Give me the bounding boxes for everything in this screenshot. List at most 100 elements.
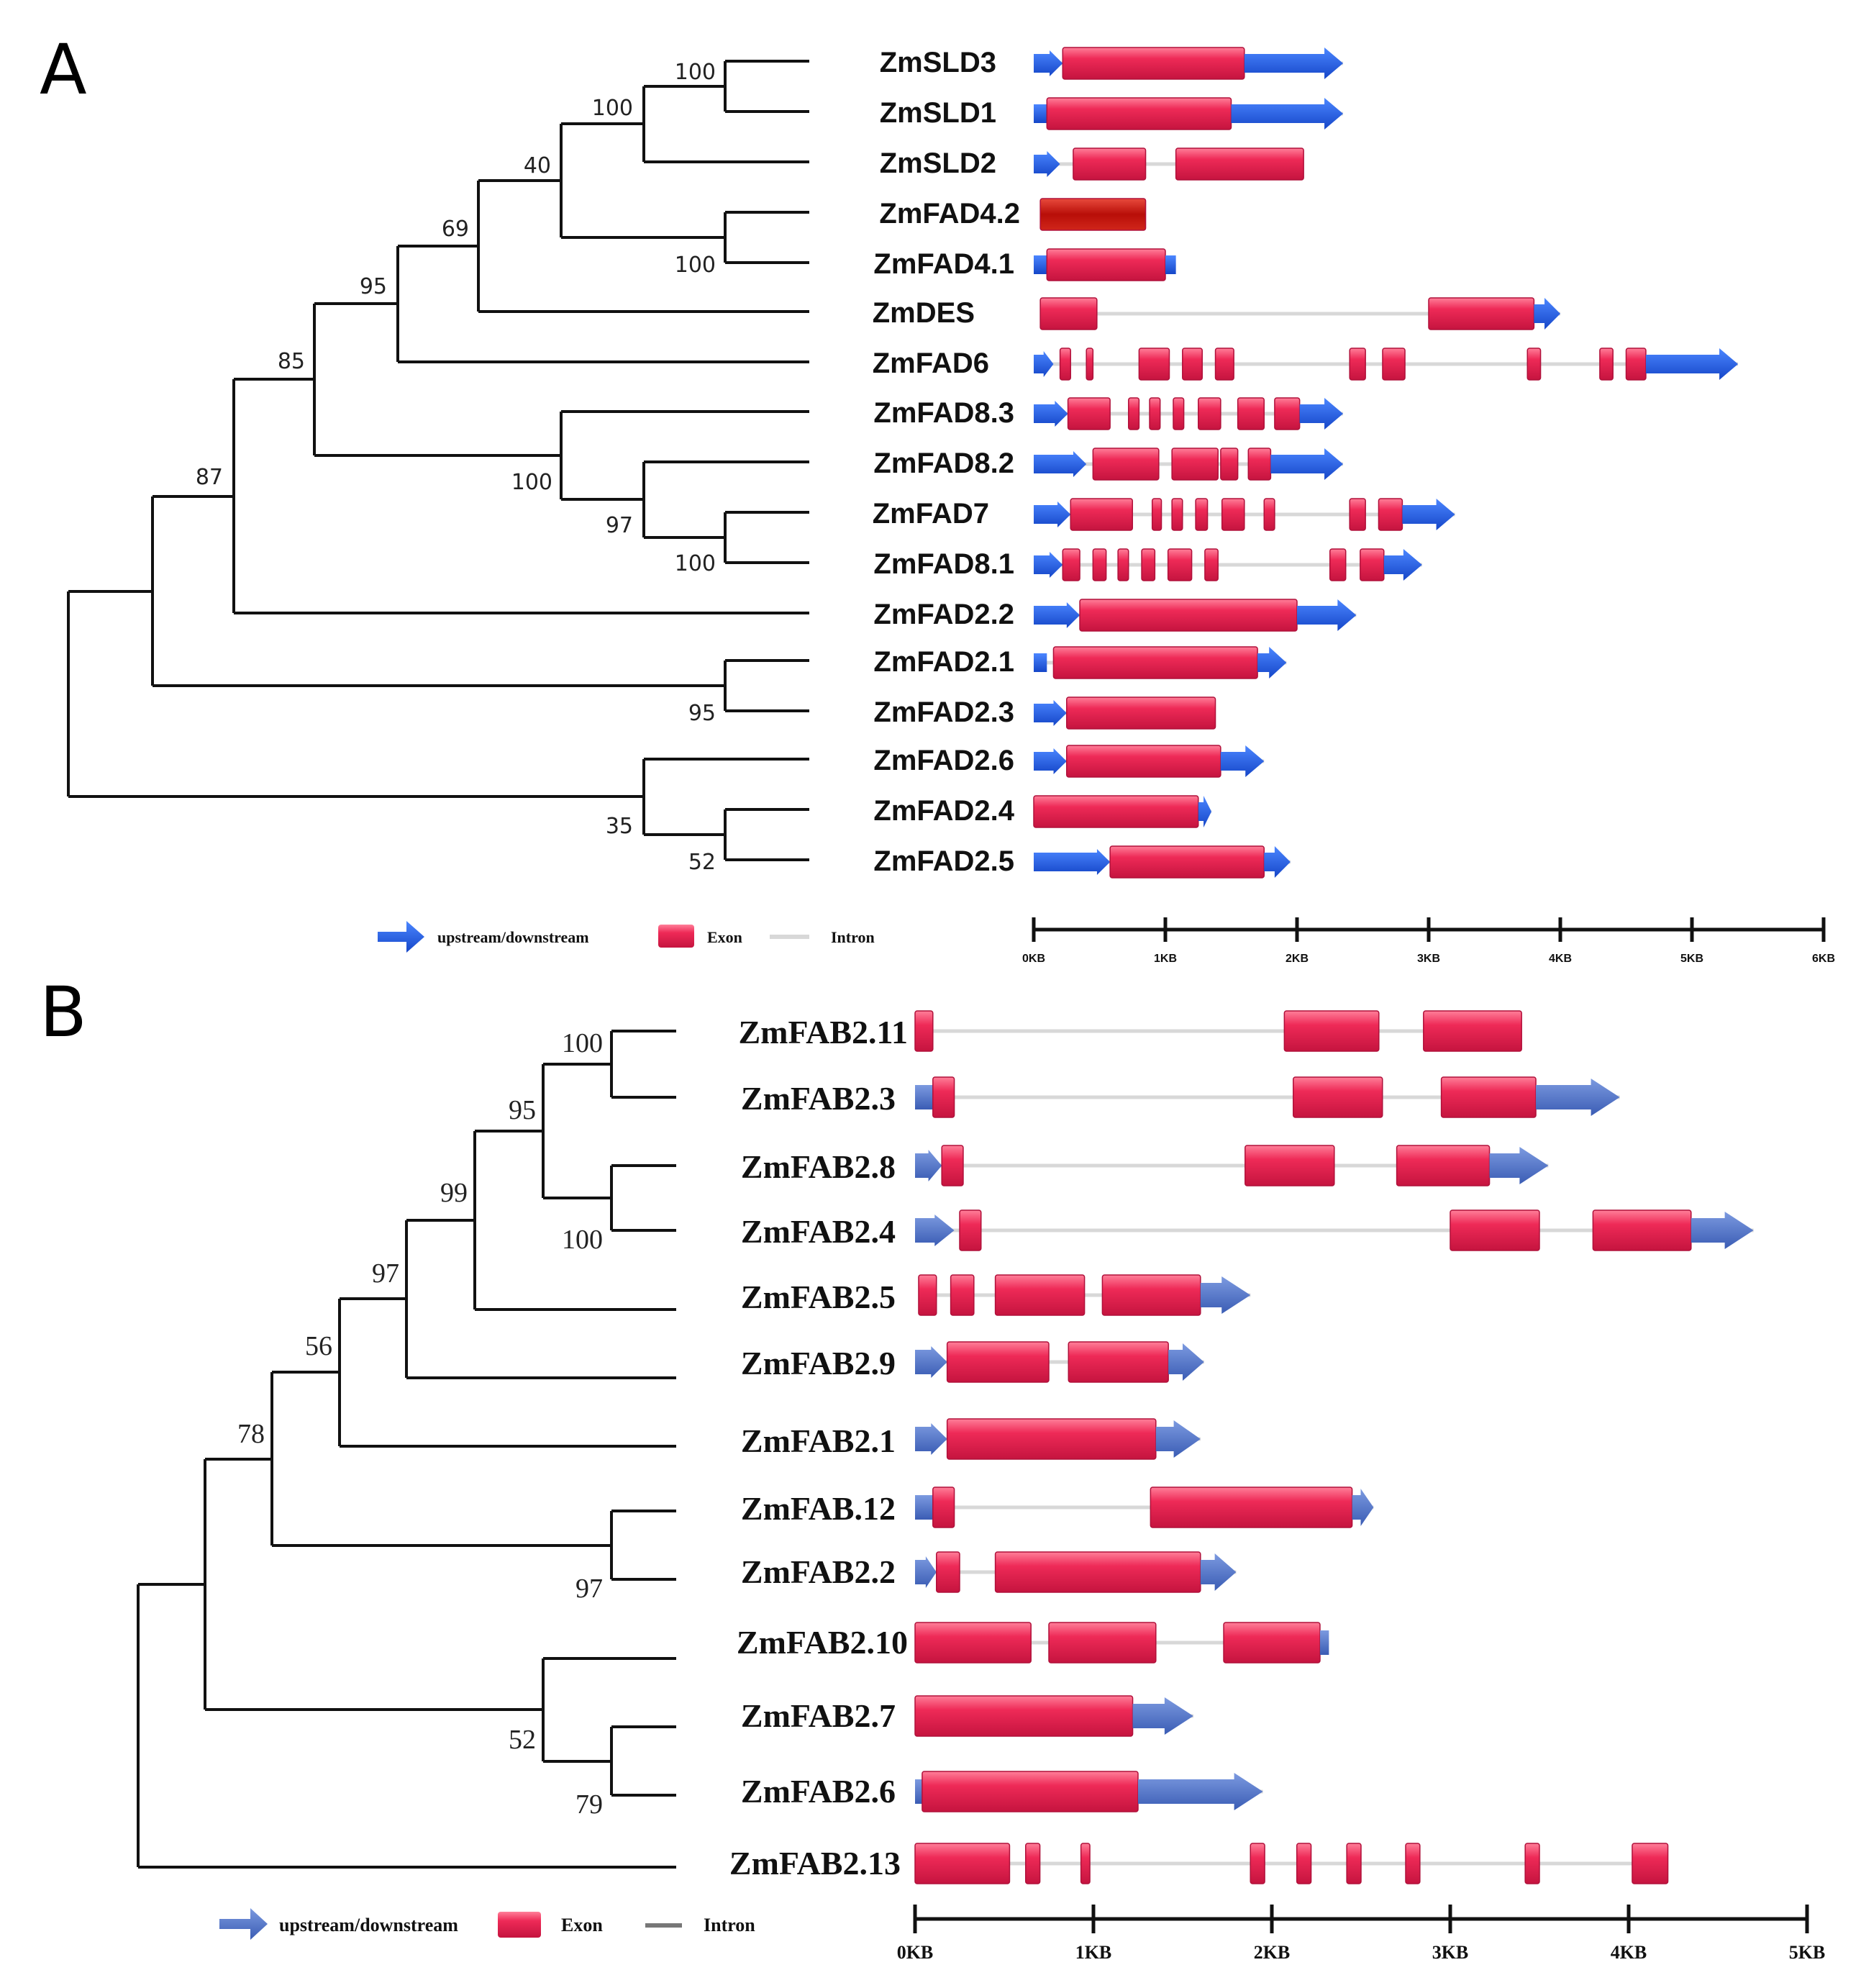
utr-arrow — [1645, 348, 1739, 380]
gene-label: ZmFAD2.3 — [873, 696, 1014, 728]
gene-label: ZmFAB2.2 — [741, 1553, 896, 1590]
exon-block — [1066, 696, 1216, 730]
exon-block — [1349, 348, 1366, 381]
legend-upstream-swatch — [378, 921, 424, 953]
gene-label: ZmFAD2.5 — [873, 845, 1014, 877]
exon-block — [1141, 548, 1156, 581]
scale-tick-label: 2KB — [1286, 953, 1309, 965]
utr-arrow — [1299, 398, 1344, 430]
gene-label: ZmFAD2.2 — [873, 599, 1014, 630]
branch-fad8-7-clade — [560, 410, 809, 501]
exon-block — [1198, 397, 1221, 430]
exon-block — [994, 1551, 1201, 1593]
gene-label: ZmFAD8.2 — [873, 448, 1014, 479]
bootstrap-label: 100 — [675, 60, 716, 85]
exon-block — [1182, 348, 1203, 381]
utr-arrow — [1264, 846, 1291, 878]
exon-block — [1599, 348, 1614, 381]
scale-tick-label: 4KB — [1611, 1942, 1647, 1963]
utr-arrow — [1034, 151, 1060, 177]
exon-block — [1175, 147, 1304, 181]
branch-fad21-fad23 — [724, 659, 809, 712]
bootstrap-label: 40 — [524, 153, 551, 178]
exon-block — [946, 1341, 1050, 1383]
scale-tick-label: 1KB — [1075, 1942, 1112, 1963]
exon-block — [914, 1010, 934, 1052]
panel-b-gene-labels: ZmFAB2.11 ZmFAB2.3 ZmFAB2.8 ZmFAB2.4 ZmF… — [729, 1014, 908, 1882]
scale-tick-label: 1KB — [1154, 953, 1177, 965]
bootstrap-label: 99 — [440, 1178, 468, 1208]
gene-label: ZmFAD2.6 — [873, 745, 1014, 776]
gene-label: ZmFAB2.5 — [741, 1279, 896, 1315]
exon-block — [918, 1274, 937, 1316]
utr-arrow — [915, 1423, 947, 1455]
exon-block — [1396, 1145, 1491, 1186]
exon-block — [932, 1076, 955, 1118]
utr-arrow — [1168, 1343, 1204, 1381]
branch-with-fad8-7 — [313, 302, 561, 457]
legend-intron-label: Intron — [704, 1915, 755, 1935]
exon-block — [1167, 548, 1193, 581]
gene-label: ZmFAB2.4 — [741, 1213, 896, 1250]
exon-block — [1245, 1145, 1335, 1186]
exon-block — [1360, 548, 1385, 581]
legend-upstream-label: upstream/downstream — [437, 928, 589, 946]
exon-block — [914, 1843, 1011, 1884]
branch-sld3-sld1 — [724, 60, 809, 113]
utr-arrow — [1220, 745, 1265, 777]
gene-label: ZmFAB2.1 — [741, 1422, 896, 1459]
exon-block — [1046, 97, 1232, 130]
utr-segment — [1165, 255, 1176, 274]
branch-fab210-clade — [542, 1657, 676, 1763]
bootstrap-label: 97 — [606, 513, 633, 538]
branch-root-b — [137, 1583, 676, 1869]
utr-arrow — [1402, 499, 1455, 530]
utr-arrow — [1200, 1553, 1237, 1591]
utr-arrow — [1034, 451, 1087, 477]
utr-segment — [1034, 255, 1047, 274]
exon-block — [1046, 248, 1166, 281]
exon-block — [950, 1274, 975, 1316]
exon-block — [1346, 1843, 1362, 1884]
exon-block — [1296, 1843, 1312, 1884]
branch-fad7-fad81 — [724, 511, 809, 564]
utr-arrow — [1691, 1212, 1754, 1249]
gene-label: ZmFAD6 — [873, 348, 989, 379]
scale-tick-label: 0KB — [897, 1942, 934, 1963]
scale-tick-label: 2KB — [1254, 1942, 1291, 1963]
exon-block — [1052, 646, 1258, 679]
bootstrap-label: 35 — [606, 814, 633, 839]
utr-arrow — [1536, 1079, 1620, 1116]
exon-block — [914, 1695, 1134, 1737]
exon-block — [1250, 1843, 1265, 1884]
exon-block — [1378, 498, 1403, 531]
gene-label: ZmFAB2.3 — [741, 1080, 896, 1117]
exon-block — [914, 1622, 1032, 1664]
bootstrap-label: 97 — [575, 1574, 603, 1604]
bootstrap-label: 95 — [360, 274, 387, 299]
legend-exon-swatch — [658, 925, 694, 948]
exon-block — [1450, 1209, 1540, 1251]
utr-arrow — [1034, 552, 1063, 578]
utr-arrow — [1231, 98, 1344, 130]
bootstrap-label: 100 — [675, 253, 716, 278]
panel-a-tree — [67, 60, 809, 861]
panel-b-legend: upstream/downstream Exon Intron — [219, 1908, 755, 1940]
utr-arrow — [1034, 700, 1067, 726]
bootstrap-label: 69 — [442, 217, 469, 242]
bootstrap-label: 97 — [372, 1258, 399, 1289]
branch-root-a — [67, 590, 644, 798]
exon-block — [1220, 448, 1239, 481]
exon-block — [1066, 745, 1221, 778]
bootstrap-label: 95 — [688, 701, 716, 726]
exon-block — [1059, 348, 1071, 381]
bootstrap-label: 100 — [675, 551, 716, 576]
panel-a-bootstrap: 100 100 40 100 69 95 85 100 97 100 87 95… — [196, 60, 716, 875]
bootstrap-label: 78 — [237, 1419, 265, 1449]
exon-block — [1195, 498, 1209, 531]
branch-fab211-fab23 — [610, 1030, 676, 1099]
exon-block — [1382, 348, 1406, 381]
utr-segment — [1034, 653, 1047, 672]
utr-arrow — [1138, 1773, 1263, 1810]
